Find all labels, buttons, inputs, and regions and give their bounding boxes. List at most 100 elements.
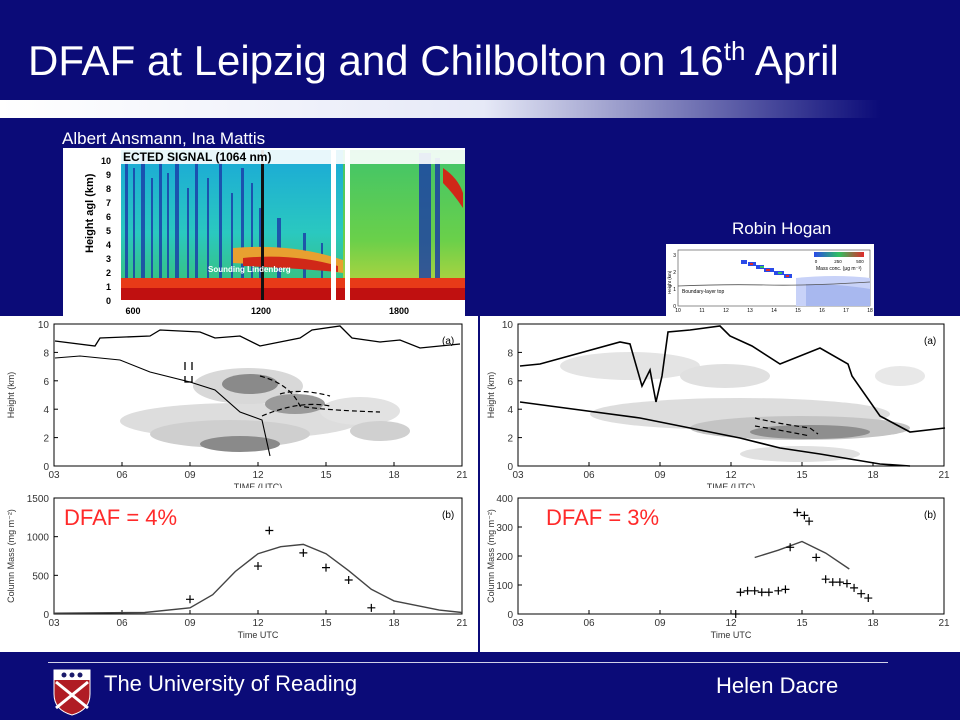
y-tick-label: 0 xyxy=(507,610,513,621)
x-tick-label: 21 xyxy=(456,618,468,629)
lidar-ytick-label: 2 xyxy=(106,268,111,278)
observed-column-mass-point xyxy=(864,594,873,603)
radar-ytick-label: 3 xyxy=(673,253,676,259)
y-tick-label: 500 xyxy=(32,571,49,582)
radar-ylabel: Height (km) xyxy=(667,270,672,294)
radar-xtick-label: 13 xyxy=(747,308,753,314)
lidar-backscatter-image: ECTED SIGNAL (1064 nm) Sounding Lindenbe… xyxy=(63,148,465,318)
radar-legend-ticks: 0 250 500 xyxy=(815,259,865,264)
slide-title: DFAF at Leipzig and Chilbolton on 16th A… xyxy=(28,36,839,84)
x-tick-label: 03 xyxy=(512,470,524,481)
observed-column-mass-point xyxy=(254,562,262,571)
x-tick-label: 15 xyxy=(320,470,332,481)
contour-shading xyxy=(560,352,925,462)
x-tick-label: 06 xyxy=(116,618,128,629)
x-tick-label: 12 xyxy=(252,618,264,629)
credit-right: Robin Hogan xyxy=(732,219,832,238)
lidar-ytick-label: 6 xyxy=(106,212,111,222)
x-tick-label: 12 xyxy=(252,470,264,481)
y-axis-label: Height (km) xyxy=(6,372,16,419)
lidar-signal-label: ECTED SIGNAL (1064 nm) xyxy=(123,150,271,164)
radar-ytick-label: 0 xyxy=(673,304,676,310)
x-tick-label: 12 xyxy=(725,470,737,481)
y-tick-label: 4 xyxy=(43,405,49,416)
x-tick-label: 18 xyxy=(867,618,879,629)
observed-column-mass-point xyxy=(344,575,353,584)
radar-xtick-label: 10 xyxy=(675,308,681,314)
x-tick-label: 21 xyxy=(456,470,468,481)
observed-column-mass-point xyxy=(850,583,859,592)
observed-column-mass-point xyxy=(299,548,308,557)
panel-leipzig-column-mass: 03 06 09 12 15 18 21 0 500 1000 1500 Time UTC Column… xyxy=(0,488,478,652)
y-tick-label: 2 xyxy=(507,434,513,445)
credit-left: Albert Ansmann, Ina Mattis xyxy=(62,129,266,148)
x-tick-label: 15 xyxy=(796,470,808,481)
y-axis-label: Column Mass (mg m⁻²) xyxy=(486,509,496,603)
radar-legend-tick: 0 xyxy=(815,259,818,264)
radar-yticks: 0 1 2 3 xyxy=(673,253,676,310)
radar-xtick-label: 11 xyxy=(699,308,704,314)
lidar-xticks: 600 1200 1800 xyxy=(125,306,409,316)
observed-column-mass-point xyxy=(750,586,759,595)
x-tick-label: 21 xyxy=(938,618,950,629)
radar-xtick-label: 17 xyxy=(843,308,849,314)
y-tick-label: 10 xyxy=(502,320,514,331)
radar-boundary-label: Boundary-layer top xyxy=(682,289,724,295)
y-tick-label: 10 xyxy=(38,320,50,331)
observed-column-mass-point xyxy=(736,588,745,597)
contour-shading xyxy=(120,368,410,452)
lidar-ytick-label: 1 xyxy=(106,282,111,292)
observed-column-mass-point xyxy=(731,610,740,618)
dfaf-leipzig-label: DFAF = 4% xyxy=(64,505,178,530)
radar-legend-tick: 500 xyxy=(856,259,864,264)
x-axis-label: TIME (UTC) xyxy=(707,482,756,488)
x-tick-label: 15 xyxy=(796,618,808,629)
x-tick-label: 18 xyxy=(388,470,400,481)
panel-chilbolton-column-mass: 03 06 09 12 15 18 21 0 100 200 300 400 Time UTC Colum… xyxy=(480,488,960,652)
x-tick-label: 09 xyxy=(654,618,666,629)
x-tick-label: 21 xyxy=(938,470,950,481)
radar-xtick-label: 14 xyxy=(771,308,777,314)
university-crest-icon xyxy=(53,669,91,716)
panel-label: (a) xyxy=(442,336,454,347)
boundary-layer-line xyxy=(519,325,946,433)
y-tick-label: 6 xyxy=(43,377,49,388)
radar-xtick-label: 15 xyxy=(795,308,801,314)
x-axis-label: Time UTC xyxy=(238,630,279,640)
y-tick-label: 0 xyxy=(43,610,49,621)
x-tick-label: 03 xyxy=(48,618,60,629)
x-axis-label: Time UTC xyxy=(711,630,752,640)
observed-column-mass-point xyxy=(800,511,809,520)
lidar-ytick-label: 8 xyxy=(106,184,111,194)
observed-column-mass-point xyxy=(828,578,837,587)
y-tick-label: 200 xyxy=(496,552,513,563)
panel-leipzig-height: 03 06 09 12 15 18 21 0 2 4 6 8 10 TIME (UTC) Height (k… xyxy=(0,316,478,492)
lidar-xtick-label: 1200 xyxy=(251,306,271,316)
y-tick-label: 6 xyxy=(507,377,513,388)
panel-label: (b) xyxy=(924,510,936,521)
lidar-annotation: Sounding Lindenberg xyxy=(208,265,291,274)
x-tick-label: 09 xyxy=(654,470,666,481)
x-tick-label: 06 xyxy=(583,470,595,481)
model-column-mass-line xyxy=(754,540,850,570)
radar-xticks: 10 11 12 13 14 15 16 17 18 xyxy=(675,308,873,314)
x-tick-label: 12 xyxy=(725,618,737,629)
radar-inset-image: 0 250 500 Mass conc. (μg m⁻³) Boundary-lay… xyxy=(666,244,874,316)
radar-legend-tick: 250 xyxy=(834,259,842,264)
lidar-ytick-label: 5 xyxy=(106,226,111,236)
radar-xtick-label: 16 xyxy=(819,308,825,314)
lidar-ytick-label: 7 xyxy=(106,198,111,208)
y-tick-label: 4 xyxy=(507,405,513,416)
footer-divider xyxy=(48,662,888,663)
lidar-xtick-label: 1800 xyxy=(389,306,409,316)
title-underline xyxy=(0,100,880,118)
y-tick-label: 0 xyxy=(507,462,513,473)
plot-frame xyxy=(517,323,945,467)
y-axis-label: Column Mass (mg m⁻²) xyxy=(6,509,16,603)
dfaf-chilbolton-label: DFAF = 3% xyxy=(546,505,660,530)
observed-column-mass-point xyxy=(821,575,830,584)
lidar-ytick-label: 9 xyxy=(106,170,111,180)
radar-ytick-label: 2 xyxy=(673,270,676,276)
panel-label: (b) xyxy=(442,510,454,521)
x-axis-label: TIME (UTC) xyxy=(234,482,283,488)
